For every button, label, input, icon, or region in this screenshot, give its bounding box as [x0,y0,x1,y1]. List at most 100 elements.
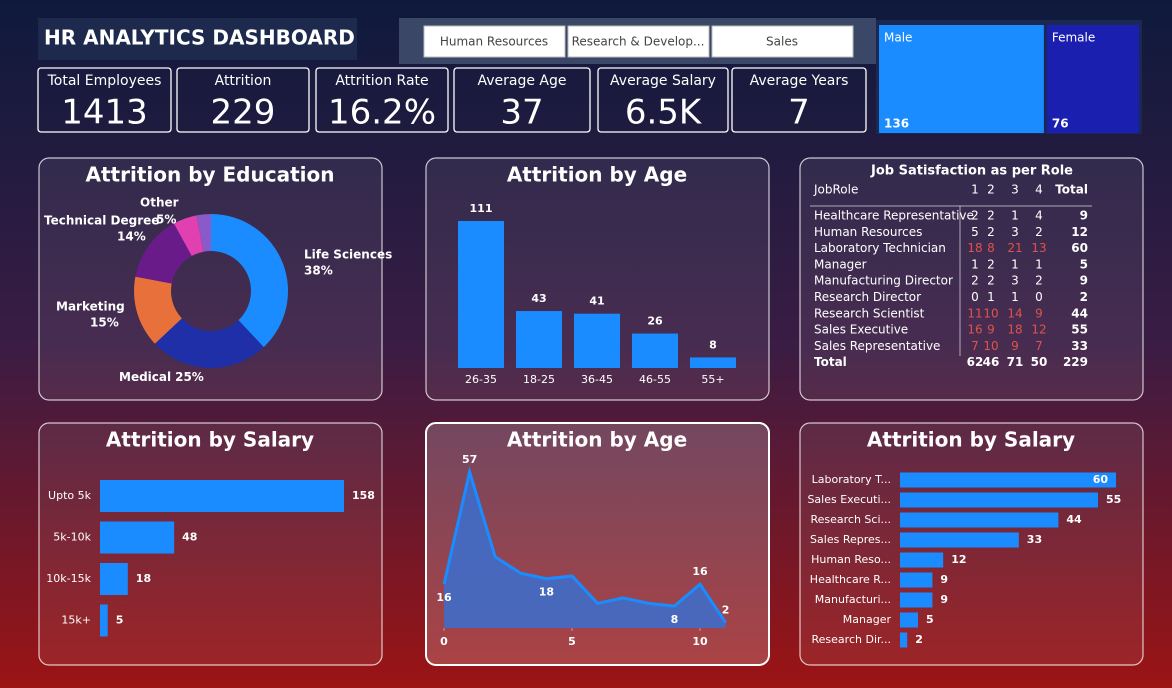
slice-name: Technical Degree [44,214,159,228]
slicer-label[interactable]: Human Resources [440,35,548,49]
bar-value-label: 41 [589,295,604,308]
slice-label: 25% [175,370,204,384]
y-tick-label: Upto 5k [48,489,92,502]
kpi-value: 37 [500,93,543,133]
bar-value-label: 12 [951,553,966,566]
bar-value-label: 44 [1066,513,1082,526]
slice-label: 5% [156,213,176,227]
slice-name: Marketing [56,300,125,314]
table-cell: Human Resources [814,225,922,239]
table-cell: Total [814,355,847,369]
table-header: 1 [971,183,979,197]
table-header: 3 [1011,183,1019,197]
point-label: 18 [539,586,554,599]
panel [38,422,383,666]
table-cell: 14 [1007,306,1022,320]
slice-name: Life Sciences [304,248,392,262]
slice-name: Medical [119,370,171,384]
table-cell: 4 [1035,209,1043,223]
y-tick-label: 10k-15k [46,572,91,585]
table-cell: 46 [983,355,1000,369]
x-tick-label: 46-55 [639,373,671,386]
area-line [442,466,727,624]
table-cell: 2 [987,257,995,271]
table-cell: 18 [1007,323,1022,337]
kpi-card [731,67,867,133]
table-cell: 229 [1063,355,1088,369]
y-tick-label: 15k+ [61,614,91,627]
table-cell: Sales Executive [814,323,908,337]
table-cell: 7 [971,339,979,353]
slicer-button[interactable] [711,25,854,58]
table-cell: 2 [1080,290,1088,304]
bar-value-label: 5 [116,614,124,627]
y-tick-label: Research Sci... [810,513,891,526]
x-tick-label: 5 [568,635,576,648]
bar [690,357,736,368]
table-cell: Manufacturing Director [814,274,953,288]
donut-slice [135,223,192,284]
bar-value-label: 111 [470,202,493,215]
panel-title: Attrition by Age [507,163,687,187]
slicer-label[interactable]: Research & Develop... [572,35,705,49]
slicer-button[interactable] [423,25,566,58]
table-cell: Sales Representative [814,339,940,353]
bar-value-label: 18 [136,572,151,585]
table-cell: 13 [1031,241,1046,255]
table-cell: 9 [987,323,995,337]
title-box [38,18,357,60]
table-cell: 9 [1011,339,1019,353]
donut-slice [133,276,182,344]
table-cell: 7 [1035,339,1043,353]
table-cell: 2 [1035,274,1043,288]
bar [900,492,1098,508]
bar [900,472,1116,488]
y-tick-label: 5k-10k [53,531,91,544]
table-header: 4 [1035,183,1043,197]
panel [799,157,1144,401]
panel-title: Attrition by Salary [106,428,314,452]
kpi-label: Average Age [477,73,566,89]
bar [516,311,562,368]
table-cell: 11 [967,306,982,320]
slicer-button[interactable] [567,25,710,58]
bar-value-label: 33 [1027,533,1042,546]
table-cell: 2 [987,209,995,223]
table-cell: 2 [1035,225,1043,239]
slicer-label[interactable]: Sales [766,35,798,49]
table-cell: 62 [967,355,984,369]
table-title: Job Satisfaction as per Role [870,164,1073,179]
treemap-value: 136 [884,117,909,131]
bar [574,313,620,368]
table-cell: Laboratory Technician [814,241,946,255]
point-label: 8 [671,613,679,626]
y-tick-label: Healthcare R... [810,573,891,586]
table-cell: 5 [971,225,979,239]
x-tick-label: 55+ [701,373,724,386]
point-label: 16 [436,591,452,604]
bar-value-label: 9 [940,573,948,586]
bar-value-label: 9 [940,593,948,606]
kpi-value: 6.5K [625,93,703,133]
bar [100,604,108,637]
bar-value-label: 2 [915,633,923,646]
y-tick-label: Manufacturi... [815,593,891,606]
bar-value-label: 26 [647,315,663,328]
bar [100,563,128,595]
donut-slice [173,215,204,256]
bar [900,612,918,628]
table-cell: 2 [987,274,995,288]
bar [900,572,933,588]
bar [632,333,678,368]
x-tick-label: 26-35 [465,373,497,386]
panel-title: Attrition by Age [507,428,687,452]
panel-title: Attrition by Education [86,163,335,187]
kpi-card [597,67,729,133]
panel-title: Attrition by Salary [867,428,1075,452]
table-cell: 3 [1011,274,1019,288]
table-header: 2 [987,183,995,197]
treemap-value: 76 [1052,117,1069,131]
y-tick-label: Sales Repres... [810,533,891,546]
kpi-label: Average Years [750,73,849,89]
table-cell: 0 [1035,290,1043,304]
